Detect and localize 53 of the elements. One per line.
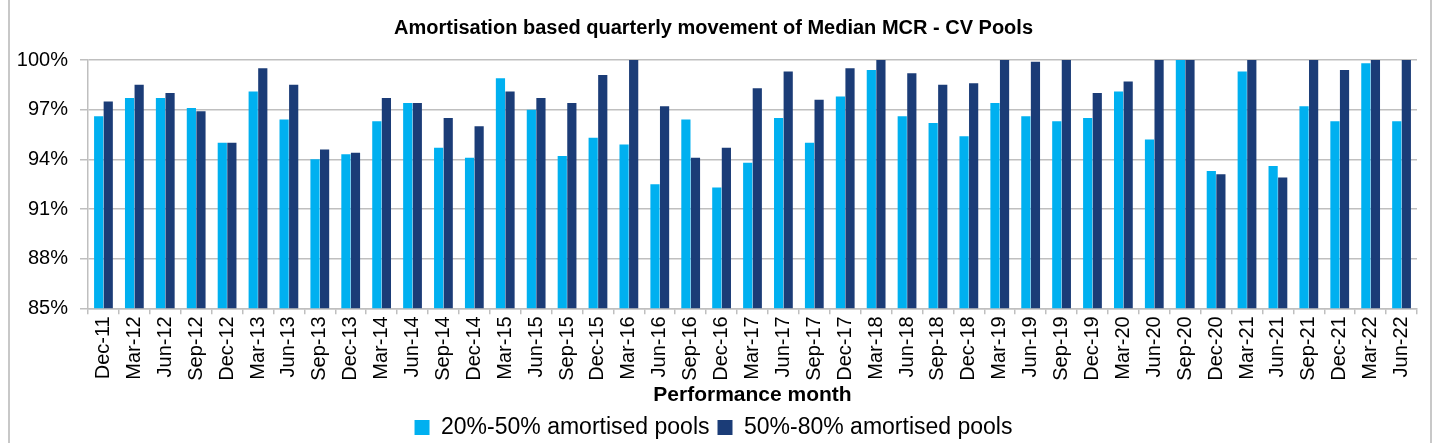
y-tick-label: 91% (27, 196, 69, 219)
y-tick-label: 97% (27, 97, 69, 120)
x-tick-label: Dec-15 (585, 316, 608, 381)
x-tick-label: Mar-13 (245, 316, 268, 380)
x-tick-label: Sep-13 (307, 316, 330, 381)
x-tick-label: Jun-15 (523, 316, 546, 378)
x-tick-label: Dec-18 (956, 316, 979, 381)
x-tick-label: Sep-15 (554, 316, 577, 381)
x-tick-label: Jun-12 (152, 316, 175, 378)
x-tick-label: Dec-13 (338, 316, 361, 381)
x-tick-label: Jun-20 (1141, 316, 1164, 378)
x-tick-label: Dec-20 (1203, 316, 1226, 381)
x-tick-label: Mar-17 (740, 316, 763, 380)
x-tick-label: Mar-21 (1234, 316, 1257, 380)
x-tick-label: Jun-17 (770, 316, 793, 378)
x-tick-label: Sep-21 (1296, 316, 1319, 381)
x-tick-label: Mar-22 (1358, 316, 1381, 380)
x-tick-label: Mar-20 (1110, 316, 1133, 380)
chart-title: Amortisation based quarterly movement of Median MCR - CV Pools (394, 15, 1033, 38)
x-tick-label: Mar-16 (616, 316, 639, 380)
x-tick-label: Jun-22 (1389, 316, 1412, 378)
x-tick-label: Sep-17 (801, 316, 824, 381)
x-tick-label: Sep-12 (183, 316, 206, 381)
x-tick-label: Jun-13 (276, 316, 299, 378)
x-tick-label: Sep-20 (1172, 316, 1195, 381)
x-tick-label: Mar-19 (987, 316, 1010, 380)
x-tick-label: Dec-11 (90, 316, 113, 380)
x-tick-label: Jun-18 (894, 316, 917, 378)
x-tick-label: Jun-21 (1265, 316, 1288, 378)
y-tick-label: 88% (27, 246, 69, 269)
x-tick-label: Dec-21 (1327, 316, 1350, 381)
x-tick-label: Dec-14 (461, 316, 484, 381)
x-tick-label: Mar-15 (492, 316, 515, 380)
x-tick-label: Sep-14 (430, 316, 453, 381)
legend-label: 20%-50% amortised pools (441, 412, 710, 439)
y-tick-label: 94% (27, 146, 69, 169)
legend-label: 50%-80% amortised pools (744, 412, 1013, 439)
x-axis-title: Performance month (653, 382, 852, 406)
x-tick-label: Jun-19 (1018, 316, 1041, 378)
x-tick-label: Dec-16 (709, 316, 732, 381)
x-tick-label: Sep-19 (1049, 316, 1072, 381)
x-tick-label: Jun-14 (400, 316, 423, 378)
x-tick-label: Mar-14 (369, 316, 392, 380)
x-tick-label: Sep-16 (678, 316, 701, 381)
x-tick-label: Dec-12 (214, 316, 237, 381)
x-tick-label: Sep-18 (925, 316, 948, 381)
y-tick-label: 100% (16, 47, 69, 70)
x-tick-label: Mar-12 (121, 316, 144, 380)
y-tick-label: 85% (27, 295, 69, 318)
x-tick-label: Jun-16 (647, 316, 670, 378)
x-tick-label: Dec-19 (1079, 316, 1102, 381)
x-tick-label: Dec-17 (832, 316, 855, 381)
x-tick-label: Mar-18 (863, 316, 886, 380)
